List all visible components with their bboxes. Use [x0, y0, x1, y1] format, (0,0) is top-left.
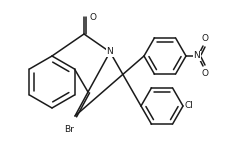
Text: Br: Br: [64, 125, 74, 134]
Text: O: O: [90, 12, 97, 21]
Text: O: O: [201, 69, 208, 78]
Text: O: O: [201, 34, 208, 43]
Text: N: N: [194, 51, 200, 61]
Text: N: N: [107, 48, 113, 57]
Text: Cl: Cl: [185, 102, 194, 111]
